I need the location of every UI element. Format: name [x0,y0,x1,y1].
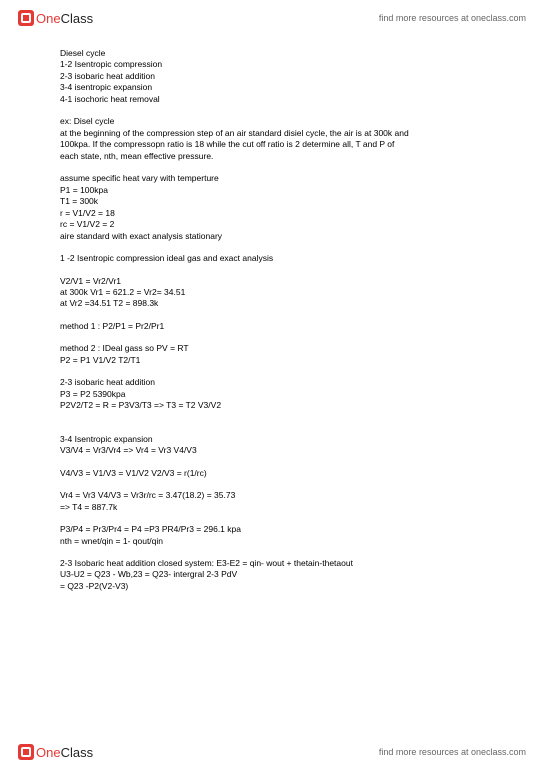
footer-tagline: find more resources at oneclass.com [379,747,526,757]
example-desc: each state, nth, mean effective pressure… [60,151,504,162]
example-label: ex: Disel cycle [60,116,504,127]
eq-line: T1 = 300k [60,196,504,207]
eq-line: V2/V1 = Vr2/Vr1 [60,276,504,287]
logo-text: OneClass [36,11,93,26]
logo-icon [18,10,34,26]
eq-line: method 1 : P2/P1 = Pr2/Pr1 [60,321,504,332]
example-desc: 100kpa. If the compressopn ratio is 18 w… [60,139,504,150]
logo: OneClass [18,10,93,26]
header-bar: OneClass find more resources at oneclass… [0,4,544,32]
eq-line: Vr4 = Vr3 V4/V3 = Vr3r/rc = 3.47(18.2) =… [60,490,504,501]
eq-line: = Q23 -P2(V2-V3) [60,581,504,592]
eq-line: U3-U2 = Q23 - Wb,23 = Q23- intergral 2-3… [60,569,504,580]
logo-text: OneClass [36,745,93,760]
example-desc: at the beginning of the compression step… [60,128,504,139]
header-tagline: find more resources at oneclass.com [379,13,526,23]
eq-line: P3/P4 = Pr3/Pr4 = P4 =P3 PR4/Pr3 = 296.1… [60,524,504,535]
eq-line: at Vr2 =34.51 T2 = 898.3k [60,298,504,309]
section-heading: 1 -2 Isentropic compression ideal gas an… [60,253,504,264]
step-line: 1-2 Isentropic compression [60,59,504,70]
eq-line: P2V2/T2 = R = P3V3/T3 => T3 = T2 V3/V2 [60,400,504,411]
eq-line: V3/V4 = Vr3/Vr4 => Vr4 = Vr3 V4/V3 [60,445,504,456]
eq-line: P3 = P2 5390kpa [60,389,504,400]
eq-line: V4/V3 = V1/V3 = V1/V2 V2/V3 = r(1/rc) [60,468,504,479]
eq-line: at 300k Vr1 = 621.2 = Vr2= 34.51 [60,287,504,298]
eq-line: 2-3 Isobaric heat addition closed system… [60,558,504,569]
eq-line: => T4 = 887.7k [60,502,504,513]
logo: OneClass [18,744,93,760]
eq-line: rc = V1/V2 = 2 [60,219,504,230]
step-line: 3-4 isentropic expansion [60,82,504,93]
notes-content: Diesel cycle 1-2 Isentropic compression … [60,48,504,592]
assume-line: assume specific heat vary with tempertur… [60,173,504,184]
footer-bar: OneClass find more resources at oneclass… [0,738,544,766]
step-line: 4-1 isochoric heat removal [60,94,504,105]
eq-line: P2 = P1 V1/V2 T2/T1 [60,355,504,366]
section-heading: 3-4 Isentropic expansion [60,434,504,445]
eq-line: aire standard with exact analysis statio… [60,231,504,242]
eq-line: P1 = 100kpa [60,185,504,196]
eq-line: r = V1/V2 = 18 [60,208,504,219]
eq-line: nth = wnet/qin = 1- qout/qin [60,536,504,547]
section-heading: 2-3 isobaric heat addition [60,377,504,388]
title: Diesel cycle [60,48,504,59]
logo-icon [18,744,34,760]
step-line: 2-3 isobaric heat addition [60,71,504,82]
eq-line: method 2 : IDeal gass so PV = RT [60,343,504,354]
